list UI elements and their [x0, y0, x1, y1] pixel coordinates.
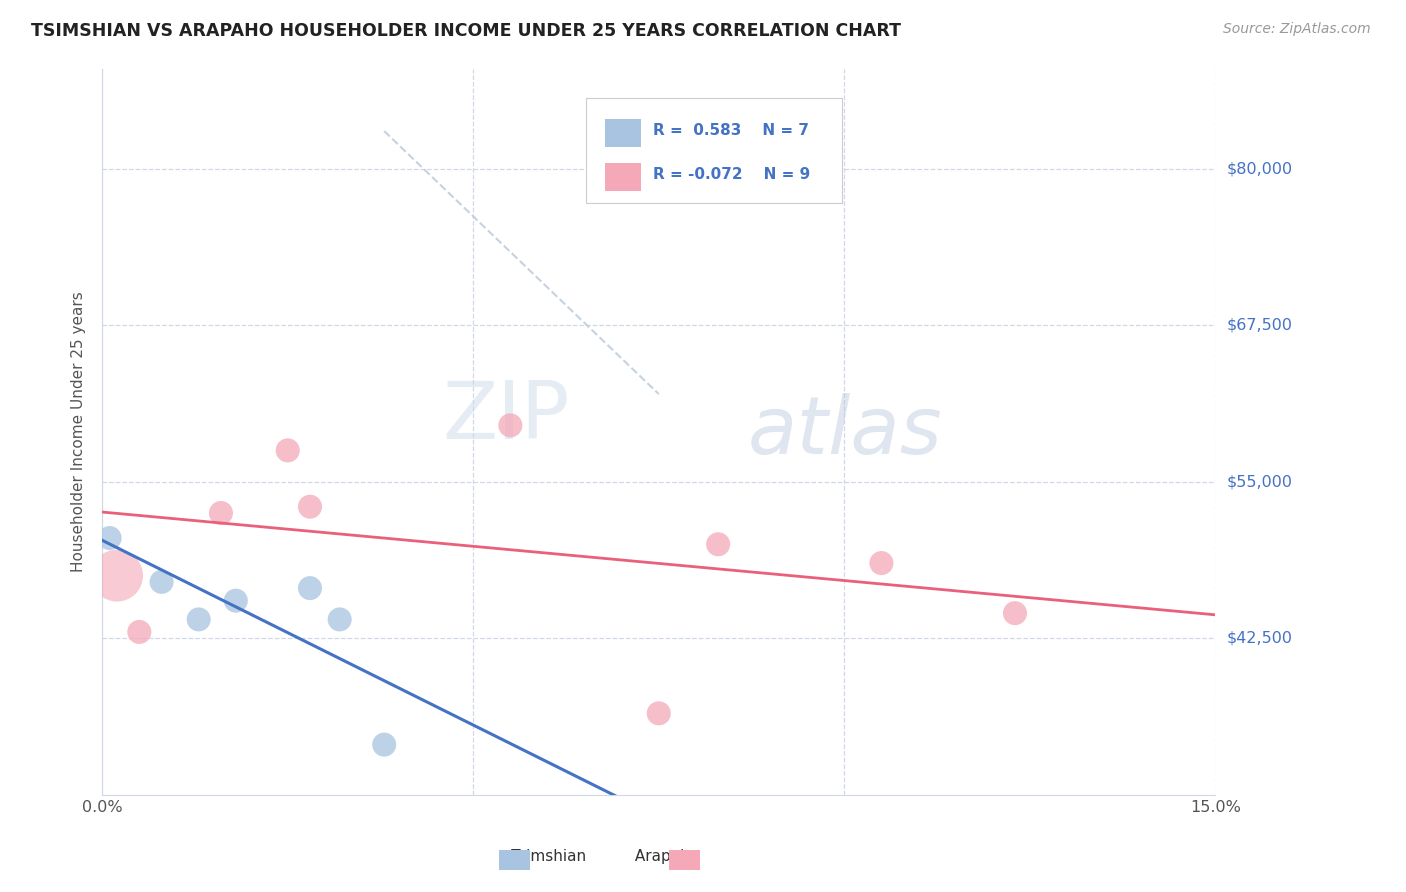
Text: $42,500: $42,500: [1226, 631, 1292, 646]
Point: [870, 556, 893, 570]
Text: ZIP: ZIP: [443, 378, 569, 456]
Text: R =  0.583    N = 7: R = 0.583 N = 7: [654, 123, 810, 138]
Point: [648, 706, 671, 721]
Point: [187, 612, 209, 626]
Point: [225, 593, 247, 607]
Point: [373, 738, 395, 752]
Point: [499, 418, 522, 433]
Point: [105, 568, 128, 582]
Text: R = -0.072    N = 9: R = -0.072 N = 9: [654, 167, 810, 182]
Point: [128, 624, 150, 639]
Point: [150, 574, 173, 589]
Point: [329, 612, 352, 626]
Text: $80,000: $80,000: [1226, 161, 1292, 177]
Text: $55,000: $55,000: [1226, 475, 1292, 489]
Point: [298, 581, 321, 595]
Point: [298, 500, 321, 514]
Text: Tsimshian          Arapaho: Tsimshian Arapaho: [482, 849, 699, 863]
FancyBboxPatch shape: [586, 97, 842, 202]
Text: $67,500: $67,500: [1226, 318, 1292, 333]
Point: [209, 506, 232, 520]
Point: [1004, 606, 1026, 620]
Y-axis label: Householder Income Under 25 years: Householder Income Under 25 years: [72, 291, 86, 572]
Text: atlas: atlas: [748, 392, 942, 471]
FancyBboxPatch shape: [606, 119, 641, 146]
Text: TSIMSHIAN VS ARAPAHO HOUSEHOLDER INCOME UNDER 25 YEARS CORRELATION CHART: TSIMSHIAN VS ARAPAHO HOUSEHOLDER INCOME …: [31, 22, 901, 40]
Point: [707, 537, 730, 551]
Point: [98, 531, 121, 545]
FancyBboxPatch shape: [606, 163, 641, 191]
Point: [277, 443, 299, 458]
Text: Source: ZipAtlas.com: Source: ZipAtlas.com: [1223, 22, 1371, 37]
